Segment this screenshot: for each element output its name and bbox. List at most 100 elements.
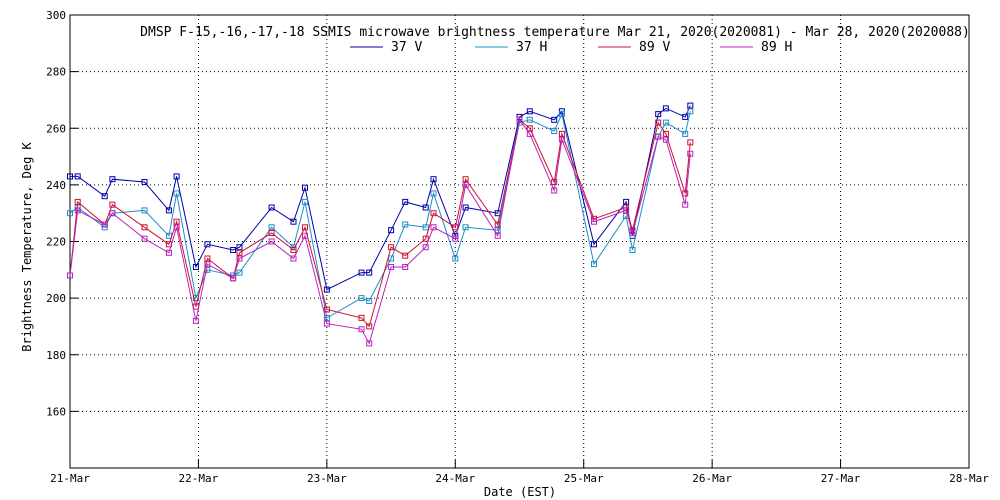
data-series: [67, 102, 694, 347]
data-point: [558, 136, 565, 143]
legend-label: 89 H: [761, 40, 792, 55]
chart-legend: 37 V 37 H 89 V 89 H: [350, 40, 792, 55]
y-tick-label: 220: [46, 236, 66, 249]
data-point: [302, 198, 308, 205]
x-axis-label: Date (EST): [484, 485, 556, 499]
y-tick-label: 260: [46, 122, 66, 135]
data-point: [173, 190, 180, 197]
data-point: [141, 207, 148, 214]
data-point: [494, 227, 501, 234]
data-point: [67, 272, 73, 279]
y-tick-label: 200: [46, 292, 66, 305]
data-point: [109, 210, 116, 217]
data-point: [662, 119, 669, 126]
data-point: [430, 224, 437, 231]
series-89-h: [67, 116, 694, 347]
data-point: [551, 128, 558, 135]
data-point: [173, 218, 180, 225]
y-tick-label: 160: [46, 405, 66, 418]
legend-item: 89 H: [720, 40, 792, 55]
y-tick-label: 180: [46, 349, 66, 362]
data-point: [388, 264, 395, 270]
legend-item: 89 V: [598, 40, 670, 55]
data-point: [165, 249, 172, 256]
data-point: [109, 201, 116, 208]
data-point: [682, 201, 689, 208]
data-point: [422, 235, 429, 242]
data-point: [388, 227, 395, 234]
legend-label: 37 H: [516, 40, 547, 55]
data-point: [366, 323, 373, 330]
x-tick-label: 25-Mar: [564, 472, 604, 485]
data-point: [74, 173, 81, 180]
data-point: [623, 198, 630, 205]
data-point: [268, 204, 275, 211]
x-tick-label: 28-Mar: [949, 472, 989, 485]
data-point: [452, 255, 459, 262]
x-tick-label: 23-Mar: [307, 472, 347, 485]
data-point: [358, 269, 365, 276]
data-point: [687, 102, 694, 109]
data-point: [402, 264, 409, 270]
data-point: [74, 198, 81, 205]
data-point: [236, 249, 243, 256]
data-point: [67, 210, 73, 217]
data-point: [629, 247, 636, 253]
data-point: [591, 261, 597, 268]
data-point: [388, 255, 395, 262]
data-point: [655, 133, 662, 140]
x-tick-label: 22-Mar: [179, 472, 219, 485]
data-point: [494, 232, 501, 239]
data-point: [109, 176, 116, 183]
data-point: [623, 207, 630, 214]
data-point: [173, 173, 180, 180]
data-point: [173, 224, 180, 231]
data-point: [67, 173, 73, 180]
data-point: [302, 184, 308, 191]
data-point: [290, 218, 297, 225]
data-point: [358, 314, 365, 321]
data-point: [323, 306, 330, 313]
data-point: [430, 176, 437, 183]
y-tick-label: 240: [46, 179, 66, 192]
data-point: [682, 113, 689, 120]
data-point: [165, 207, 172, 214]
data-point: [655, 119, 662, 126]
data-point: [366, 298, 373, 304]
data-point: [192, 317, 199, 324]
data-point: [662, 105, 669, 112]
data-point: [526, 108, 533, 115]
data-point: [101, 193, 108, 200]
data-point: [462, 204, 469, 211]
data-point: [430, 190, 437, 197]
data-point: [141, 179, 148, 185]
data-point: [302, 224, 308, 231]
data-point: [655, 111, 662, 118]
data-point: [230, 275, 237, 282]
data-point: [629, 230, 636, 236]
data-point: [516, 116, 523, 123]
series-37-v: [67, 102, 694, 293]
data-point: [662, 130, 669, 137]
data-point: [682, 190, 689, 197]
data-point: [591, 241, 597, 248]
data-point: [366, 340, 373, 347]
data-point: [236, 269, 243, 276]
data-point: [551, 187, 558, 194]
legend-item: 37 H: [475, 40, 547, 55]
series-line: [69, 118, 691, 345]
data-point: [462, 176, 469, 183]
data-point: [526, 130, 533, 137]
data-point: [687, 150, 694, 157]
data-point: [290, 247, 297, 253]
data-point: [558, 111, 565, 118]
data-point: [558, 130, 565, 137]
x-tick-label: 26-Mar: [692, 472, 732, 485]
data-point: [268, 230, 275, 236]
y-axis-label: Brightness Temperature, Deg K: [20, 141, 34, 351]
data-point: [236, 255, 243, 262]
legend-label: 89 V: [639, 40, 670, 55]
data-point: [526, 116, 533, 123]
